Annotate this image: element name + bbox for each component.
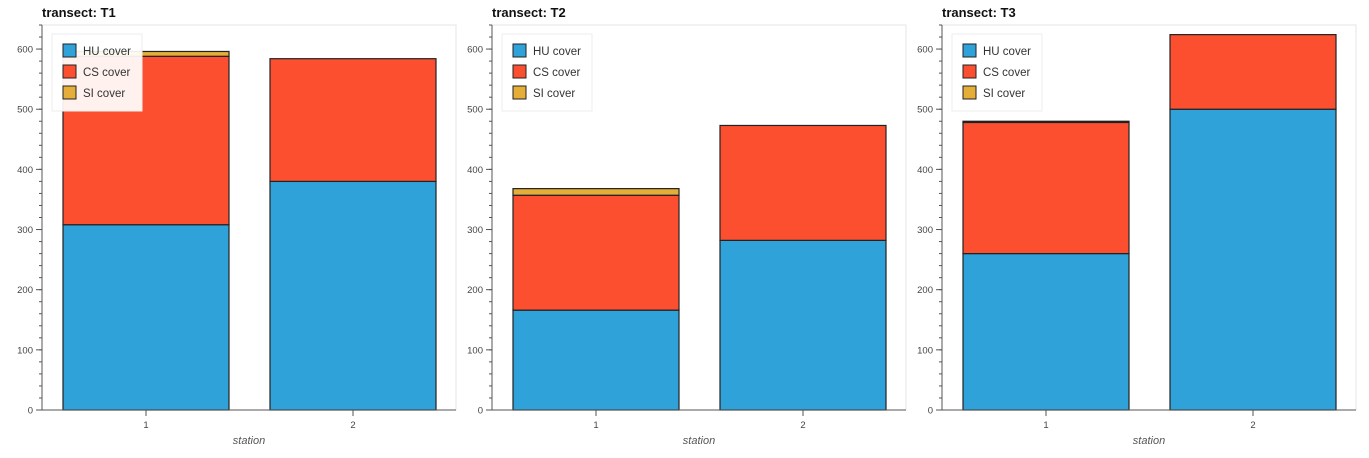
legend-swatch-cs-cover bbox=[962, 64, 977, 79]
y-tick-label: 100 bbox=[917, 345, 933, 356]
bar-segment-hu-cover bbox=[512, 309, 680, 411]
y-tick-label: 600 bbox=[17, 45, 33, 56]
y-tick-label: 100 bbox=[17, 345, 33, 356]
bar-segment-cs-cover bbox=[512, 194, 680, 311]
bar-segment-hu-cover bbox=[719, 239, 887, 411]
legend-label: CS cover bbox=[533, 67, 580, 79]
y-tick-label: 0 bbox=[928, 406, 933, 417]
x-tick-label: 1 bbox=[143, 420, 148, 431]
legend-label: CS cover bbox=[983, 67, 1030, 79]
x-tick-label: 2 bbox=[1250, 420, 1255, 431]
chart-panel-1: transect: T1 0 100 200 300 400 500 600 1 2 station… bbox=[17, 5, 457, 447]
legend-swatch-si-cover bbox=[962, 85, 977, 100]
legend-label: SI cover bbox=[533, 88, 575, 100]
legend-label: SI cover bbox=[983, 88, 1025, 100]
chart-panel-3: transect: T3 0 100 200 300 400 500 600 1 2 station… bbox=[917, 5, 1357, 447]
y-tick-label: 300 bbox=[917, 225, 933, 236]
x-tick-label: 2 bbox=[350, 420, 355, 431]
y-tick-label: 500 bbox=[917, 105, 933, 116]
legend-label: CS cover bbox=[83, 67, 130, 79]
y-tick-label: 600 bbox=[917, 45, 933, 56]
bar-segment-hu-cover bbox=[962, 252, 1130, 411]
x-axis-label: station bbox=[683, 435, 715, 447]
y-tick-label: 0 bbox=[478, 406, 483, 417]
legend-label: HU cover bbox=[983, 46, 1031, 58]
y-tick-label: 400 bbox=[917, 165, 933, 176]
legend-swatch-cs-cover bbox=[512, 64, 527, 79]
bar-segment-hu-cover bbox=[1169, 108, 1337, 411]
legend-swatch-si-cover bbox=[512, 85, 527, 100]
bar-segment-si-cover bbox=[512, 188, 680, 196]
legend-swatch-si-cover bbox=[62, 85, 77, 100]
x-tick-label: 1 bbox=[1043, 420, 1048, 431]
y-tick-label: 200 bbox=[917, 285, 933, 296]
y-tick-label: 400 bbox=[467, 165, 483, 176]
bar-segment-cs-cover bbox=[1169, 34, 1337, 110]
legend-swatch-hu-cover bbox=[512, 43, 527, 58]
legend-label: HU cover bbox=[83, 46, 131, 58]
bar-segment-si-cover bbox=[962, 120, 1130, 124]
y-tick-label: 500 bbox=[17, 105, 33, 116]
bar-segment-cs-cover bbox=[269, 58, 437, 183]
x-axis-label: station bbox=[233, 435, 265, 447]
y-tick-label: 600 bbox=[467, 45, 483, 56]
legend-swatch-hu-cover bbox=[62, 43, 77, 58]
y-tick-label: 0 bbox=[28, 406, 33, 417]
legend-label: SI cover bbox=[83, 88, 125, 100]
chart-title: transect: T2 bbox=[492, 5, 566, 20]
bar-segment-cs-cover bbox=[962, 121, 1130, 255]
y-tick-label: 200 bbox=[467, 285, 483, 296]
legend-label: HU cover bbox=[533, 46, 581, 58]
y-tick-label: 400 bbox=[17, 165, 33, 176]
y-tick-label: 500 bbox=[467, 105, 483, 116]
x-tick-label: 2 bbox=[800, 420, 805, 431]
x-tick-label: 1 bbox=[593, 420, 598, 431]
legend-swatch-hu-cover bbox=[962, 43, 977, 58]
y-tick-label: 100 bbox=[467, 345, 483, 356]
chart-title: transect: T1 bbox=[42, 5, 116, 20]
y-tick-label: 300 bbox=[467, 225, 483, 236]
y-tick-label: 300 bbox=[17, 225, 33, 236]
y-tick-label: 200 bbox=[17, 285, 33, 296]
legend-swatch-cs-cover bbox=[62, 64, 77, 79]
bar-segment-hu-cover bbox=[62, 224, 230, 411]
chart-title: transect: T3 bbox=[942, 5, 1016, 20]
bar-segment-cs-cover bbox=[719, 124, 887, 241]
x-axis-label: station bbox=[1133, 435, 1165, 447]
chart-panel-2: transect: T2 0 100 200 300 400 500 600 1 2 station… bbox=[467, 5, 907, 447]
bar-segment-hu-cover bbox=[269, 180, 437, 411]
